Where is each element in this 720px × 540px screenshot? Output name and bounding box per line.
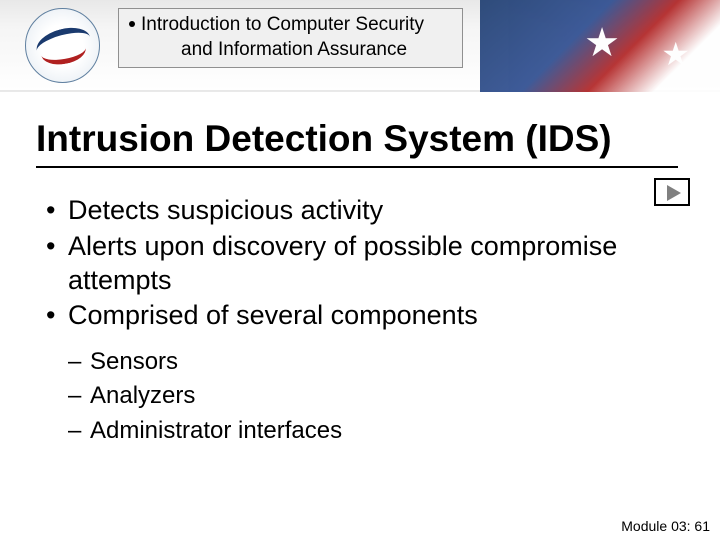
bullet-item: Comprised of several components (42, 299, 622, 333)
slide-heading: Intrusion Detection System (IDS) (36, 118, 678, 168)
course-title-text-1: Introduction to Computer Security (141, 14, 424, 35)
course-title-box: Introduction to Computer Security and In… (118, 8, 463, 68)
slide-footer: Module 03: 61 (621, 518, 710, 534)
sub-bullet-list: Sensors Analyzers Administrator interfac… (68, 346, 628, 449)
bullet-item: Detects suspicious activity (42, 194, 622, 228)
banner-flag-graphic: ★ ★ (480, 0, 720, 92)
star-icon: ★ (661, 35, 690, 73)
logo (25, 8, 110, 83)
play-button[interactable] (654, 178, 690, 206)
sub-bullet-item: Administrator interfaces (68, 415, 628, 447)
course-title-line2: and Information Assurance (129, 38, 452, 63)
sub-bullet-item: Analyzers (68, 380, 628, 412)
header-banner: ★ ★ Introduction to Computer Security an… (0, 0, 720, 92)
bullet-icon (129, 21, 135, 27)
bullet-item: Alerts upon discovery of possible compro… (42, 230, 622, 298)
course-title-line1: Introduction to Computer Security (129, 13, 452, 38)
star-icon: ★ (584, 20, 620, 66)
logo-circle (25, 8, 100, 83)
sub-bullet-item: Sensors (68, 346, 628, 378)
play-icon (667, 185, 681, 201)
main-bullet-list: Detects suspicious activity Alerts upon … (42, 194, 622, 335)
